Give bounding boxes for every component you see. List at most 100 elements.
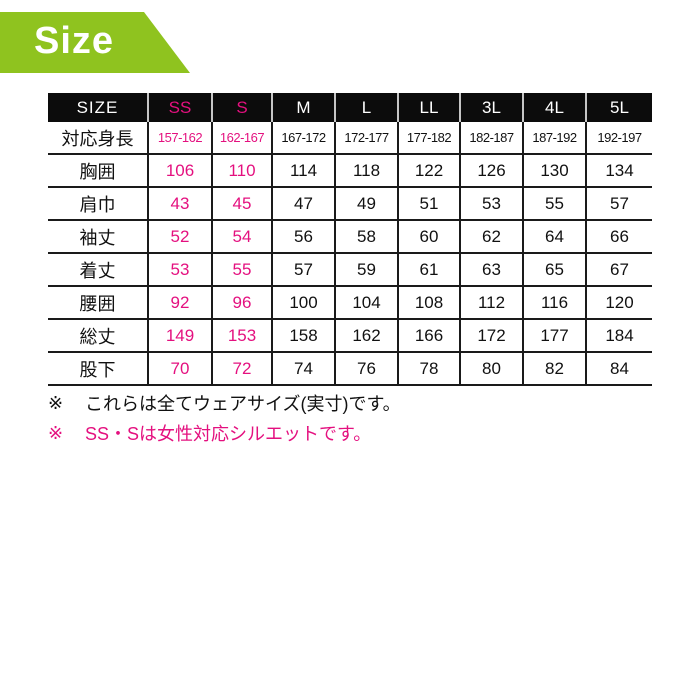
- cell-value: 60: [397, 220, 460, 254]
- row-label: 着丈: [48, 253, 148, 287]
- cell-value: 149: [147, 319, 212, 353]
- cell-value: 54: [211, 220, 272, 254]
- footnotes: ※ これらは全てウェアサイズ(実寸)です。 ※ SS・Sは女性対応シルエットです…: [48, 388, 401, 448]
- cell-value: 167-172: [271, 122, 335, 155]
- table-row-chest: 胸囲 106 110 114 118 122 126 130 134: [48, 154, 652, 188]
- table-row-inseam: 股下 70 72 74 76 78 80 82 84: [48, 352, 652, 386]
- cell-value: 55: [522, 187, 586, 221]
- cell-value: 53: [147, 253, 212, 287]
- cell-value: 182-187: [459, 122, 523, 155]
- cell-value: 58: [334, 220, 398, 254]
- cell-value: 187-192: [522, 122, 586, 155]
- cell-value: 43: [147, 187, 212, 221]
- cell-value: 106: [147, 154, 212, 188]
- table-row-body-length: 着丈 53 55 57 59 61 63 65 67: [48, 253, 652, 287]
- cell-value: 92: [147, 286, 212, 320]
- cell-value: 114: [271, 154, 335, 188]
- cell-value: 76: [334, 352, 398, 386]
- cell-value: 172-177: [334, 122, 398, 155]
- cell-value: 47: [271, 187, 335, 221]
- cell-value: 120: [585, 286, 652, 320]
- cell-value: 57: [585, 187, 652, 221]
- header-cell-s: S: [211, 93, 272, 122]
- cell-value: 158: [271, 319, 335, 353]
- header-cell-3l: 3L: [459, 93, 523, 122]
- cell-value: 52: [147, 220, 212, 254]
- cell-value: 162-167: [211, 122, 272, 155]
- table-row-total-length: 総丈 149 153 158 162 166 172 177 184: [48, 319, 652, 353]
- row-label: 総丈: [48, 319, 148, 353]
- table-row-height: 対応身長 157-162 162-167 167-172 172-177 177…: [48, 122, 652, 155]
- cell-value: 59: [334, 253, 398, 287]
- cell-value: 100: [271, 286, 335, 320]
- table-row-waist: 腰囲 92 96 100 104 108 112 116 120: [48, 286, 652, 320]
- cell-value: 157-162: [147, 122, 212, 155]
- cell-value: 134: [585, 154, 652, 188]
- cell-value: 153: [211, 319, 272, 353]
- cell-value: 74: [271, 352, 335, 386]
- cell-value: 162: [334, 319, 398, 353]
- table-header-row: SIZE SS S M L LL 3L 4L 5L: [48, 93, 652, 122]
- size-ribbon-label: Size: [34, 20, 115, 62]
- cell-value: 80: [459, 352, 523, 386]
- header-cell-m: M: [271, 93, 335, 122]
- cell-value: 70: [147, 352, 212, 386]
- cell-value: 82: [522, 352, 586, 386]
- cell-value: 65: [522, 253, 586, 287]
- cell-value: 55: [211, 253, 272, 287]
- size-ribbon-badge: Size: [0, 12, 190, 73]
- cell-value: 177: [522, 319, 586, 353]
- footnote-text: これらは全てウェアサイズ(実寸)です。: [85, 394, 401, 414]
- cell-value: 116: [522, 286, 586, 320]
- row-label: 腰囲: [48, 286, 148, 320]
- reference-mark-icon: ※: [48, 392, 64, 413]
- cell-value: 104: [334, 286, 398, 320]
- cell-value: 177-182: [397, 122, 460, 155]
- header-cell-size: SIZE: [48, 93, 148, 122]
- cell-value: 192-197: [585, 122, 652, 155]
- cell-value: 62: [459, 220, 523, 254]
- cell-value: 57: [271, 253, 335, 287]
- cell-value: 96: [211, 286, 272, 320]
- footnote-womens-silhouette: ※ SS・Sは女性対応シルエットです。: [48, 418, 401, 448]
- cell-value: 108: [397, 286, 460, 320]
- row-label: 股下: [48, 352, 148, 386]
- cell-value: 122: [397, 154, 460, 188]
- header-cell-4l: 4L: [522, 93, 586, 122]
- cell-value: 51: [397, 187, 460, 221]
- cell-value: 84: [585, 352, 652, 386]
- cell-value: 166: [397, 319, 460, 353]
- cell-value: 49: [334, 187, 398, 221]
- reference-mark-icon: ※: [48, 422, 64, 443]
- cell-value: 110: [211, 154, 272, 188]
- footnote-actual-size: ※ これらは全てウェアサイズ(実寸)です。: [48, 388, 401, 418]
- cell-value: 56: [271, 220, 335, 254]
- header-cell-5l: 5L: [585, 93, 652, 122]
- cell-value: 64: [522, 220, 586, 254]
- cell-value: 61: [397, 253, 460, 287]
- row-label: 対応身長: [48, 122, 148, 155]
- header-cell-l: L: [334, 93, 398, 122]
- cell-value: 67: [585, 253, 652, 287]
- row-label: 胸囲: [48, 154, 148, 188]
- header-cell-ss: SS: [147, 93, 212, 122]
- size-chart-table: SIZE SS S M L LL 3L 4L 5L 対応身長 157-162 1…: [48, 93, 652, 386]
- cell-value: 112: [459, 286, 523, 320]
- cell-value: 184: [585, 319, 652, 353]
- cell-value: 126: [459, 154, 523, 188]
- cell-value: 66: [585, 220, 652, 254]
- footnote-text: SS・Sは女性対応シルエットです。: [85, 424, 372, 444]
- cell-value: 45: [211, 187, 272, 221]
- table-row-sleeve: 袖丈 52 54 56 58 60 62 64 66: [48, 220, 652, 254]
- cell-value: 78: [397, 352, 460, 386]
- row-label: 袖丈: [48, 220, 148, 254]
- cell-value: 172: [459, 319, 523, 353]
- cell-value: 130: [522, 154, 586, 188]
- row-label: 肩巾: [48, 187, 148, 221]
- cell-value: 63: [459, 253, 523, 287]
- cell-value: 72: [211, 352, 272, 386]
- cell-value: 53: [459, 187, 523, 221]
- cell-value: 118: [334, 154, 398, 188]
- header-cell-ll: LL: [397, 93, 460, 122]
- table-row-shoulder: 肩巾 43 45 47 49 51 53 55 57: [48, 187, 652, 221]
